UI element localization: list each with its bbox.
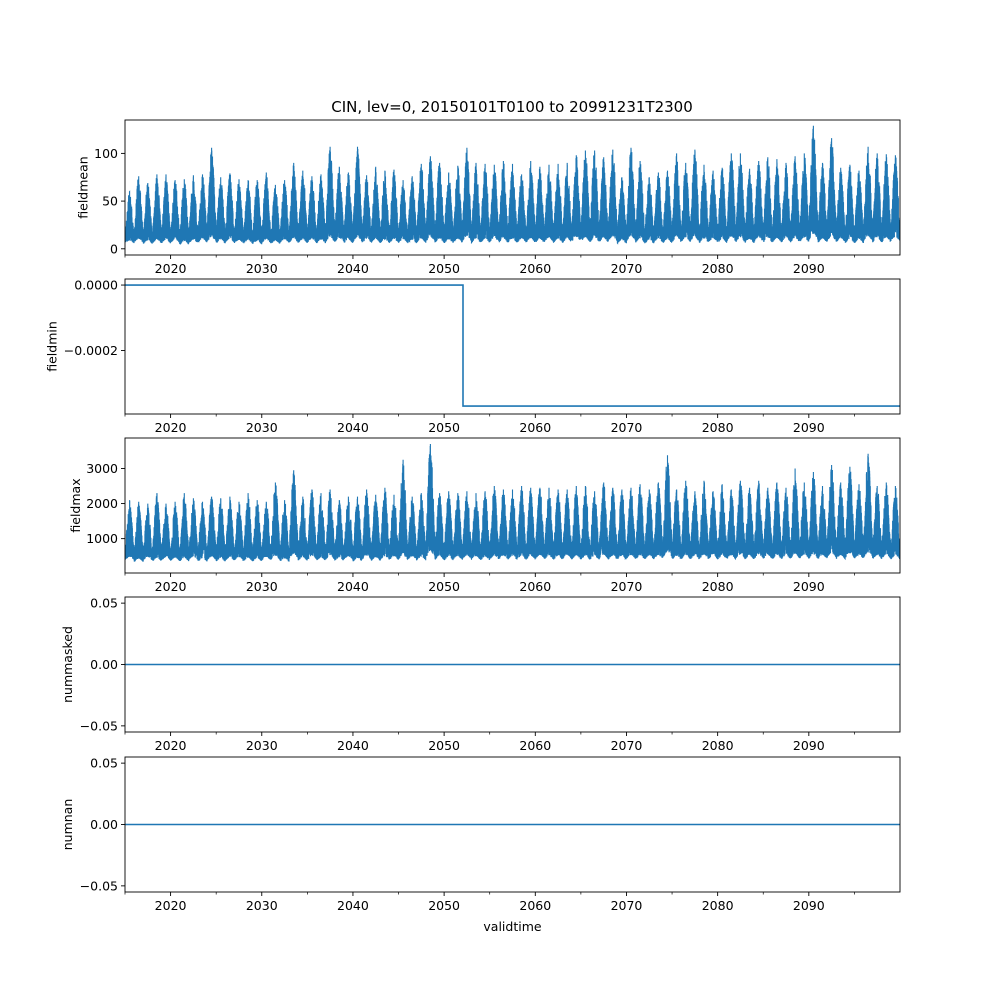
x-tick-label: 2020 [155, 898, 187, 913]
x-tick-label: 2060 [519, 420, 551, 435]
axes-frame [124, 278, 901, 415]
y-tick-label: −0.05 [80, 718, 118, 733]
subplot-numnan: 2020 2030 2040 2050 2060 2070 2080 2090 0.05 0.00… [60, 756, 901, 934]
x-tick-label: 2050 [428, 261, 460, 276]
x-tick-label: 2030 [246, 579, 278, 594]
x-tick-label: 2050 [428, 898, 460, 913]
x-tick-label: 2060 [519, 738, 551, 753]
x-tick-label: 2040 [337, 261, 369, 276]
x-tick-label: 2080 [702, 261, 734, 276]
x-tick-label: 2030 [246, 420, 278, 435]
subplot-fieldmean: 2020 2030 2040 2050 2060 2070 2080 2090 0 50 100fi… [76, 119, 901, 276]
y-tick-label: 0 [110, 241, 118, 256]
x-axis-label: validtime [483, 919, 541, 934]
y-axis-label: fieldmax [68, 478, 83, 532]
x-tick-label: 2020 [155, 579, 187, 594]
y-tick-label: 3000 [86, 461, 118, 476]
y-tick-label: 1000 [86, 531, 118, 546]
x-tick-label: 2080 [702, 898, 734, 913]
x-tick-label: 2050 [428, 420, 460, 435]
y-axis-label: numnan [60, 799, 75, 851]
x-tick-label: 2060 [519, 579, 551, 594]
subplot-nummasked: 2020 2030 2040 2050 2060 2070 2080 2090 0.05 0.00… [60, 596, 901, 753]
y-tick-label: −0.0002 [64, 343, 118, 358]
x-tick-label: 2070 [611, 261, 643, 276]
y-tick-label: −0.05 [80, 878, 118, 893]
x-tick-label: 2070 [611, 898, 643, 913]
x-tick-label: 2050 [428, 738, 460, 753]
x-tick-label: 2030 [246, 898, 278, 913]
x-tick-label: 2060 [519, 898, 551, 913]
axes-frame [124, 119, 901, 256]
x-tick-label: 2090 [793, 420, 825, 435]
y-tick-label: 0.05 [90, 596, 118, 611]
x-tick-label: 2090 [793, 579, 825, 594]
x-tick-label: 2090 [793, 261, 825, 276]
subplot-fieldmax: 2020 2030 2040 2050 2060 2070 2080 2090 1000 2000… [68, 437, 901, 594]
x-tick-label: 2070 [611, 738, 643, 753]
chart-title: CIN, lev=0, 20150101T0100 to 20991231T23… [331, 98, 693, 116]
series-line-fieldmin [125, 284, 900, 407]
x-tick-label: 2070 [611, 420, 643, 435]
x-tick-label: 2030 [246, 738, 278, 753]
x-tick-label: 2050 [428, 579, 460, 594]
x-tick-label: 2030 [246, 261, 278, 276]
series-line-fieldmax [125, 443, 900, 562]
y-tick-label: 0.00 [90, 657, 118, 672]
y-axis-label: nummasked [60, 626, 75, 703]
x-tick-label: 2020 [155, 420, 187, 435]
y-tick-label: 2000 [86, 496, 118, 511]
x-tick-label: 2020 [155, 261, 187, 276]
x-tick-label: 2040 [337, 420, 369, 435]
x-tick-label: 2020 [155, 738, 187, 753]
axes-frame [124, 437, 901, 574]
y-axis-label: fieldmin [44, 321, 59, 372]
x-tick-label: 2090 [793, 898, 825, 913]
series-line-fieldmean [125, 125, 900, 245]
x-tick-label: 2040 [337, 898, 369, 913]
x-tick-label: 2040 [337, 579, 369, 594]
y-tick-label: 0.05 [90, 756, 118, 771]
x-tick-label: 2040 [337, 738, 369, 753]
subplot-fieldmin: 2020 2030 2040 2050 2060 2070 2080 2090 0.0000 −0… [44, 278, 901, 435]
x-tick-label: 2080 [702, 420, 734, 435]
x-tick-label: 2070 [611, 579, 643, 594]
y-tick-label: 50 [102, 194, 118, 209]
x-tick-label: 2060 [519, 261, 551, 276]
x-tick-label: 2090 [793, 738, 825, 753]
y-tick-label: 0.00 [90, 817, 118, 832]
x-tick-label: 2080 [702, 738, 734, 753]
y-tick-label: 100 [94, 146, 118, 161]
y-axis-label: fieldmean [76, 156, 91, 218]
x-tick-label: 2080 [702, 579, 734, 594]
y-tick-label: 0.0000 [74, 278, 118, 293]
